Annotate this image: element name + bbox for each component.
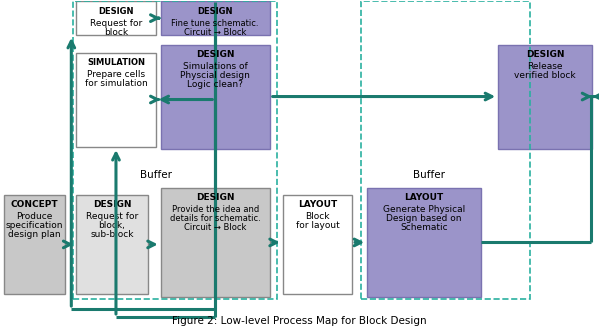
- Text: Buffer: Buffer: [413, 170, 444, 180]
- Text: block,: block,: [99, 221, 125, 230]
- Text: LAYOUT: LAYOUT: [298, 200, 337, 209]
- Bar: [161, 188, 270, 297]
- Bar: [283, 195, 352, 294]
- Text: block: block: [104, 27, 128, 37]
- Text: Schematic: Schematic: [400, 223, 448, 232]
- Text: Fine tune schematic.: Fine tune schematic.: [171, 19, 259, 27]
- Text: Buffer: Buffer: [140, 170, 172, 180]
- Text: DESIGN: DESIGN: [98, 7, 134, 16]
- Bar: [76, 53, 156, 147]
- Text: sub-block: sub-block: [90, 230, 134, 239]
- Bar: [367, 188, 481, 297]
- Text: verified block: verified block: [515, 71, 576, 80]
- Text: design plan: design plan: [8, 230, 61, 239]
- Bar: [4, 195, 65, 294]
- Text: Generate Physical: Generate Physical: [383, 205, 465, 214]
- Text: Request for: Request for: [86, 212, 138, 221]
- Text: Circuit → Block: Circuit → Block: [184, 223, 246, 232]
- Text: for layout: for layout: [295, 221, 339, 230]
- Bar: [161, 1, 270, 35]
- Text: Circuit → Block: Circuit → Block: [184, 27, 246, 37]
- Text: Logic clean?: Logic clean?: [187, 80, 243, 89]
- Bar: [161, 45, 270, 149]
- Text: LAYOUT: LAYOUT: [404, 193, 444, 202]
- Text: Prepare cells: Prepare cells: [87, 70, 145, 79]
- Text: DESIGN: DESIGN: [93, 200, 131, 209]
- Bar: [76, 1, 156, 35]
- Text: DESIGN: DESIGN: [196, 193, 234, 202]
- Text: Design based on: Design based on: [386, 214, 462, 223]
- Text: Provide the idea and: Provide the idea and: [171, 205, 259, 214]
- Bar: [76, 195, 148, 294]
- Text: specification: specification: [6, 221, 63, 230]
- Text: Request for: Request for: [90, 19, 142, 27]
- Text: Figure 2: Low-level Process Map for Block Design: Figure 2: Low-level Process Map for Bloc…: [172, 316, 426, 326]
- Text: Produce: Produce: [16, 212, 53, 221]
- Text: SIMULATION: SIMULATION: [87, 58, 145, 67]
- Text: DESIGN: DESIGN: [196, 50, 234, 59]
- Text: details for schematic.: details for schematic.: [170, 214, 261, 223]
- Text: DESIGN: DESIGN: [198, 7, 233, 16]
- Bar: [73, 1, 277, 299]
- Text: DESIGN: DESIGN: [526, 50, 564, 59]
- Text: Block: Block: [305, 212, 329, 221]
- Bar: [361, 1, 530, 299]
- Text: Release: Release: [528, 62, 563, 71]
- Text: Physcial design: Physcial design: [180, 71, 250, 80]
- Bar: [498, 45, 592, 149]
- Text: Simulations of: Simulations of: [183, 62, 247, 71]
- Text: for simulation: for simulation: [84, 79, 147, 88]
- Text: CONCEPT: CONCEPT: [11, 200, 59, 209]
